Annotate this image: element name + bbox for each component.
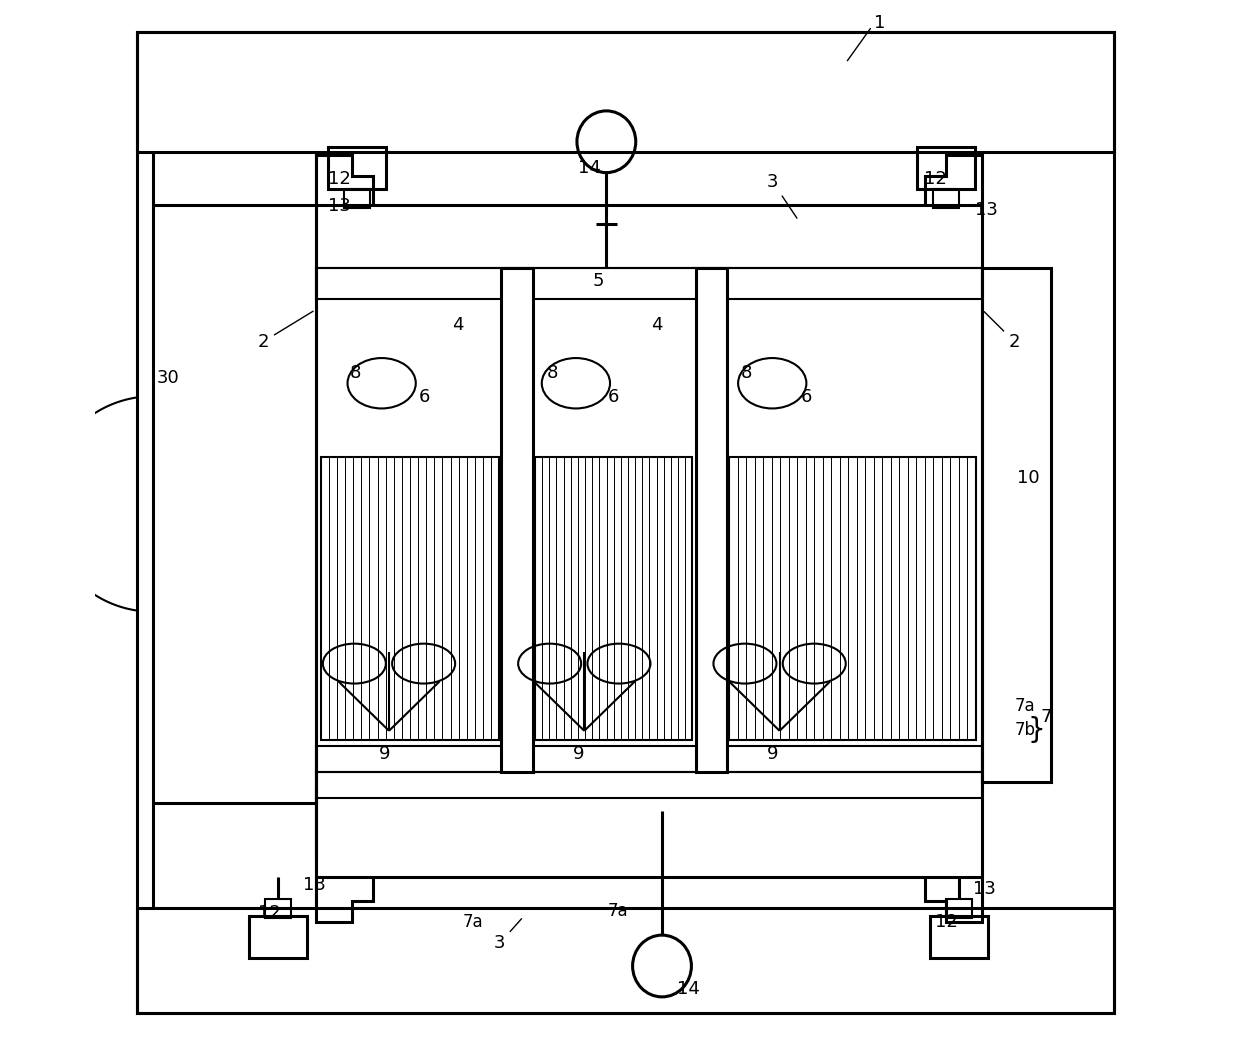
Text: 6: 6 — [608, 387, 619, 406]
Bar — [918, 147, 975, 189]
Bar — [343, 189, 370, 208]
Text: 2: 2 — [985, 312, 1021, 351]
Text: 8: 8 — [740, 363, 753, 382]
Text: 14: 14 — [578, 159, 601, 177]
Bar — [501, 268, 533, 772]
Bar — [729, 457, 976, 740]
Text: 1: 1 — [874, 14, 885, 33]
Text: 9: 9 — [573, 744, 584, 763]
Bar — [249, 916, 308, 958]
Text: 2: 2 — [258, 311, 314, 351]
Bar — [982, 268, 1050, 782]
Bar — [315, 772, 982, 798]
Text: 12: 12 — [258, 904, 280, 923]
Bar — [315, 746, 982, 772]
Bar — [315, 205, 982, 877]
Text: 7: 7 — [1040, 708, 1052, 727]
Bar — [932, 189, 960, 208]
Text: 4: 4 — [651, 316, 663, 335]
Text: 13: 13 — [975, 201, 998, 219]
Text: 13: 13 — [303, 876, 326, 895]
Text: 30: 30 — [157, 369, 180, 387]
Bar — [136, 908, 1114, 1013]
Text: 12: 12 — [935, 912, 957, 931]
Text: 8: 8 — [547, 363, 558, 382]
Bar — [696, 268, 727, 772]
Text: }: } — [1028, 716, 1045, 743]
Text: 3: 3 — [768, 173, 797, 218]
Text: 7a: 7a — [608, 902, 627, 921]
Text: 12: 12 — [329, 169, 351, 188]
Bar — [321, 457, 500, 740]
Text: 5: 5 — [593, 272, 604, 291]
Text: 7b: 7b — [1014, 720, 1035, 739]
Bar — [265, 899, 291, 918]
Bar — [329, 147, 386, 189]
Text: 4: 4 — [453, 316, 464, 335]
Text: 9: 9 — [768, 744, 779, 763]
Text: 7a: 7a — [1014, 696, 1035, 715]
Bar — [315, 268, 982, 299]
Bar — [136, 32, 1114, 152]
Bar — [945, 899, 972, 918]
Text: 6: 6 — [418, 387, 430, 406]
Text: 13: 13 — [329, 196, 351, 215]
Text: 9: 9 — [378, 744, 391, 763]
Text: 13: 13 — [973, 880, 996, 899]
Text: 6: 6 — [801, 387, 812, 406]
Bar — [534, 457, 692, 740]
Bar — [153, 205, 315, 803]
Bar — [930, 916, 987, 958]
Text: 14: 14 — [677, 980, 699, 999]
Text: 3: 3 — [494, 919, 522, 952]
Text: 10: 10 — [1017, 468, 1039, 487]
Text: 8: 8 — [350, 363, 362, 382]
Text: 12: 12 — [925, 169, 947, 188]
Text: 7a: 7a — [463, 912, 484, 931]
